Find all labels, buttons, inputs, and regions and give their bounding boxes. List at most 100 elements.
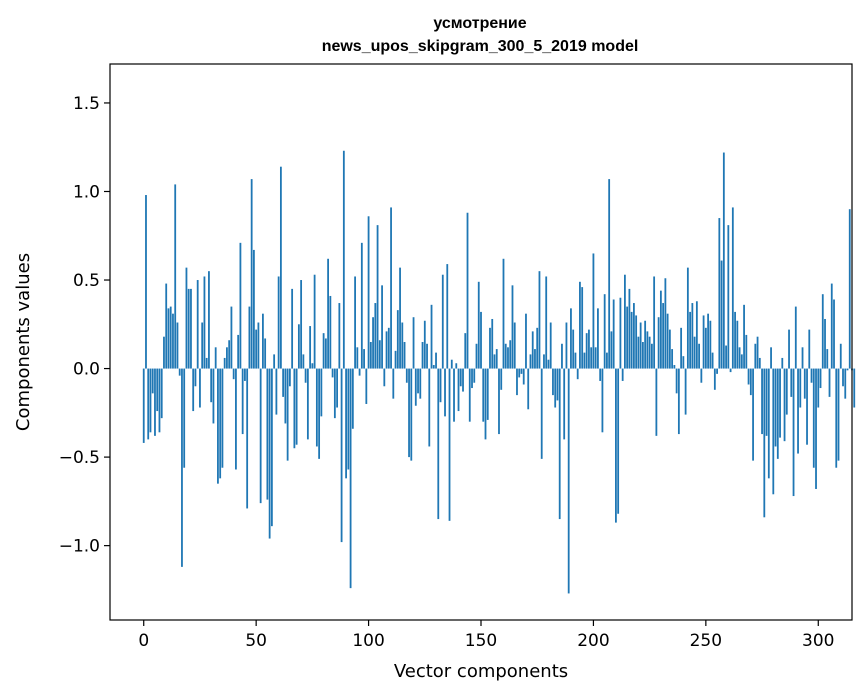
bar-274 — [758, 357, 761, 369]
bar-158 — [498, 368, 500, 435]
bar-2 — [147, 368, 150, 440]
bar-112 — [394, 350, 397, 369]
bar-184 — [556, 368, 559, 401]
bar-85 — [333, 368, 336, 419]
bar-275 — [761, 368, 763, 435]
bar-135 — [446, 264, 449, 369]
bar-74 — [309, 326, 312, 369]
bar-28 — [205, 357, 208, 369]
bar-209 — [612, 299, 615, 369]
bar-140 — [457, 368, 460, 412]
bar-14 — [174, 184, 177, 369]
bar-241 — [684, 368, 687, 415]
bar-1 — [145, 195, 147, 369]
bar-166 — [516, 368, 518, 396]
bar-163 — [509, 340, 512, 369]
bar-103 — [374, 303, 377, 369]
bar-218 — [633, 303, 635, 369]
bar-11 — [167, 308, 170, 369]
bar-70 — [300, 280, 303, 369]
bar-34 — [219, 368, 222, 479]
bar-58 — [273, 354, 276, 369]
bar-95 — [356, 347, 359, 369]
bar-282 — [776, 368, 779, 459]
bar-33 — [217, 368, 219, 484]
bar-130 — [435, 352, 437, 369]
bar-203 — [599, 368, 602, 381]
bar-90 — [345, 368, 347, 479]
bar-300 — [817, 368, 820, 408]
bar-23 — [194, 368, 197, 387]
bar-160 — [502, 258, 505, 369]
bar-245 — [693, 336, 696, 369]
bar-226 — [650, 343, 653, 369]
bar-177 — [540, 368, 543, 459]
bar-142 — [462, 368, 464, 392]
bar-89 — [342, 150, 345, 369]
x-tick-label-2: 100 — [352, 631, 384, 651]
bar-232 — [664, 278, 667, 369]
bar-235 — [671, 349, 674, 369]
bar-265 — [738, 347, 741, 369]
bar-162 — [507, 347, 509, 369]
bar-283 — [779, 368, 781, 438]
bar-272 — [754, 343, 757, 369]
bar-143 — [464, 333, 467, 369]
bar-208 — [610, 331, 613, 369]
bar-266 — [740, 354, 743, 369]
bar-146 — [471, 368, 473, 389]
bar-310 — [839, 343, 842, 369]
y-tick-label-0: −1.0 — [59, 537, 100, 557]
bar-19 — [185, 267, 188, 369]
bar-231 — [662, 303, 665, 369]
bar-219 — [635, 315, 638, 369]
bar-69 — [297, 324, 300, 369]
bar-240 — [682, 356, 685, 369]
bar-267 — [743, 304, 745, 369]
bar-115 — [401, 322, 404, 369]
bar-42 — [237, 334, 240, 369]
bar-132 — [439, 368, 442, 403]
bar-39 — [230, 306, 233, 369]
bar-121 — [414, 368, 417, 406]
bar-111 — [392, 368, 395, 399]
bar-31 — [212, 368, 215, 424]
bar-292 — [799, 368, 802, 408]
bar-197 — [585, 333, 588, 369]
bar-88 — [340, 368, 343, 543]
bar-211 — [617, 368, 620, 514]
bar-120 — [412, 317, 415, 369]
bar-51 — [257, 322, 260, 369]
bar-191 — [572, 329, 575, 369]
bar-164 — [511, 285, 514, 369]
bar-20 — [187, 288, 190, 369]
bar-83 — [329, 295, 332, 369]
bar-145 — [468, 368, 471, 422]
bar-153 — [486, 368, 489, 420]
bar-295 — [806, 368, 808, 445]
bar-216 — [628, 288, 631, 369]
bar-37 — [226, 347, 228, 369]
bar-81 — [324, 338, 327, 369]
bar-43 — [239, 242, 242, 369]
bar-147 — [473, 368, 476, 383]
bar-293 — [801, 347, 804, 369]
bar-220 — [637, 336, 640, 369]
bar-108 — [385, 331, 388, 369]
bar-309 — [837, 368, 840, 461]
bar-154 — [489, 327, 491, 369]
bar-268 — [745, 334, 748, 369]
bar-213 — [621, 368, 624, 381]
bar-87 — [338, 303, 341, 369]
bar-137 — [450, 359, 453, 369]
bar-192 — [574, 352, 577, 369]
bar-170 — [525, 313, 527, 369]
bar-316 — [853, 368, 856, 408]
bar-298 — [812, 368, 815, 468]
bar-65 — [288, 368, 291, 387]
bar-234 — [668, 329, 671, 369]
bar-55 — [266, 368, 269, 500]
bar-214 — [624, 274, 626, 369]
bar-161 — [504, 343, 507, 369]
